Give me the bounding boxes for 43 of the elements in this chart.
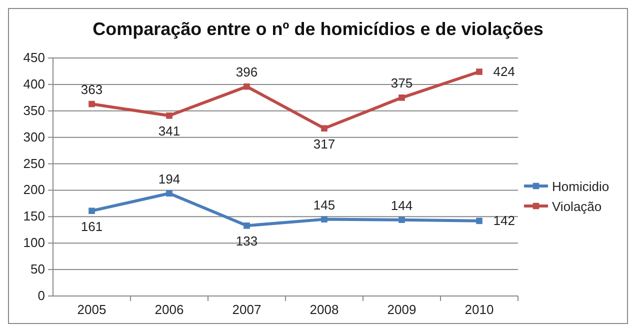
data-label: 363 bbox=[80, 82, 103, 98]
data-label: 161 bbox=[80, 218, 103, 234]
x-tick-label: 2006 bbox=[154, 302, 184, 317]
point bbox=[88, 100, 95, 108]
y-tick-label: 400 bbox=[23, 76, 45, 92]
y-tick-label: 450 bbox=[23, 50, 45, 65]
y-tick-label: 0 bbox=[38, 288, 45, 303]
point bbox=[476, 218, 482, 224]
x-tick-label: 2010 bbox=[464, 302, 494, 317]
y-tick-label: 200 bbox=[23, 182, 45, 198]
legend-label: Homicidio bbox=[552, 179, 610, 194]
data-label: 317 bbox=[313, 136, 336, 152]
data-label: 194 bbox=[158, 171, 180, 186]
y-tick-label: 100 bbox=[23, 235, 45, 250]
data-label: 145 bbox=[313, 197, 336, 212]
point bbox=[244, 83, 250, 90]
data-label: 341 bbox=[158, 124, 180, 139]
data-label: 375 bbox=[390, 76, 413, 91]
x-tick-label: 2007 bbox=[232, 302, 262, 317]
data-label: 396 bbox=[236, 64, 258, 80]
point bbox=[166, 112, 172, 119]
y-tick-label: 300 bbox=[23, 129, 45, 144]
x-tick-label: 2008 bbox=[310, 302, 339, 317]
point bbox=[321, 216, 328, 222]
point bbox=[88, 208, 95, 214]
y-tick-label: 50 bbox=[30, 262, 45, 277]
point bbox=[244, 222, 250, 229]
chart-title: Comparação entre o nº de homicídios e de violações bbox=[92, 19, 544, 39]
data-label: 144 bbox=[390, 198, 413, 213]
point bbox=[321, 125, 328, 132]
y-tick-label: 350 bbox=[23, 102, 45, 118]
data-label: 142 bbox=[493, 212, 515, 228]
point bbox=[398, 216, 405, 224]
point bbox=[476, 68, 482, 75]
y-tick-label: 250 bbox=[23, 156, 45, 171]
data-label: 133 bbox=[236, 234, 258, 249]
legend-label: Violação bbox=[552, 199, 602, 214]
point bbox=[398, 94, 405, 101]
x-tick-label: 2009 bbox=[387, 302, 416, 317]
x-tick-label: 2005 bbox=[77, 302, 106, 317]
point bbox=[166, 190, 172, 197]
data-label: 424 bbox=[493, 64, 515, 79]
y-tick-label: 150 bbox=[23, 208, 45, 224]
